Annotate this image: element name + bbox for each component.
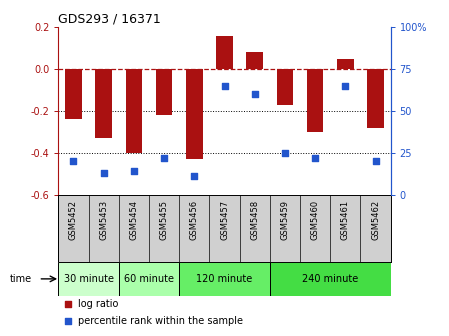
Text: GSM5454: GSM5454 [129, 200, 138, 240]
Text: GSM5459: GSM5459 [281, 200, 290, 240]
Text: GSM5461: GSM5461 [341, 200, 350, 240]
Bar [95, 69, 112, 138]
Point [372, 159, 379, 164]
Point [221, 83, 228, 88]
Point [191, 174, 198, 179]
Text: percentile rank within the sample: percentile rank within the sample [78, 316, 243, 326]
Point [160, 155, 167, 161]
Text: GDS293 / 16371: GDS293 / 16371 [58, 13, 161, 26]
Bar [307, 69, 323, 132]
Point [312, 155, 319, 161]
Text: log ratio: log ratio [78, 299, 119, 309]
Text: GSM5458: GSM5458 [250, 200, 259, 240]
Text: GSM5452: GSM5452 [69, 200, 78, 240]
Bar [270, 262, 391, 296]
Point [282, 150, 289, 156]
Bar [277, 69, 293, 104]
Bar [216, 36, 233, 69]
Bar [65, 69, 82, 119]
Bar [367, 69, 384, 128]
Point [65, 318, 72, 324]
Text: 120 minute: 120 minute [196, 274, 253, 284]
Bar [186, 69, 202, 159]
Text: GSM5457: GSM5457 [220, 200, 229, 240]
Text: GSM5456: GSM5456 [190, 200, 199, 240]
Text: GSM5462: GSM5462 [371, 200, 380, 240]
Bar [247, 52, 263, 69]
Text: GSM5455: GSM5455 [159, 200, 168, 240]
Bar [179, 262, 270, 296]
Bar [126, 69, 142, 153]
Text: 240 minute: 240 minute [302, 274, 358, 284]
Bar [119, 262, 179, 296]
Point [65, 301, 72, 307]
Bar [156, 69, 172, 115]
Text: 60 minute: 60 minute [124, 274, 174, 284]
Point [70, 159, 77, 164]
Text: 30 minute: 30 minute [64, 274, 114, 284]
Point [130, 169, 137, 174]
Point [342, 83, 349, 88]
Text: GSM5460: GSM5460 [311, 200, 320, 240]
Bar [337, 59, 354, 69]
Text: time: time [10, 274, 32, 284]
Point [100, 170, 107, 176]
Text: GSM5453: GSM5453 [99, 200, 108, 240]
Point [251, 91, 258, 97]
Bar [58, 262, 119, 296]
